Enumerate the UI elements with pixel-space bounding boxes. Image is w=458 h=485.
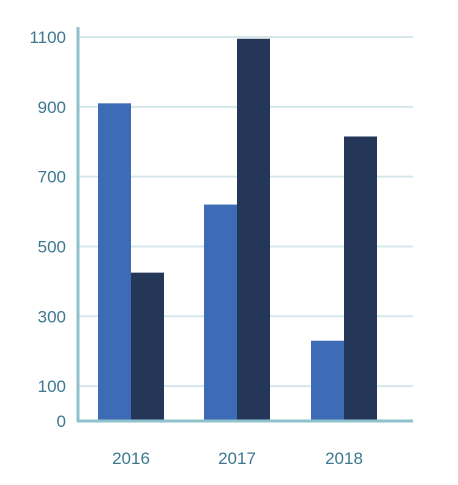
x-category-label: 2016 (112, 449, 150, 468)
bar-layer (98, 38, 377, 421)
y-tick-label: 0 (57, 412, 66, 431)
bar-2016-series-1 (98, 103, 131, 421)
y-tick-label: 500 (38, 237, 66, 256)
x-category-label: 2018 (325, 449, 363, 468)
bar-2016-series-2 (131, 272, 164, 421)
label-layer: 0 100 300 500 700 900 1100 2016 2017 2018 (29, 28, 362, 468)
bar-2018-series-1 (311, 340, 344, 421)
axis-layer (76, 27, 413, 423)
y-tick-label: 700 (38, 168, 66, 187)
bar-2018-series-2 (344, 136, 377, 421)
bar-2017-series-1 (204, 204, 237, 421)
y-tick-label: 900 (38, 98, 66, 117)
y-tick-label: 300 (38, 307, 66, 326)
y-tick-label: 1100 (29, 28, 66, 47)
bar-2017-series-2 (237, 38, 270, 421)
y-tick-label: 100 (38, 377, 66, 396)
x-category-label: 2017 (218, 449, 256, 468)
